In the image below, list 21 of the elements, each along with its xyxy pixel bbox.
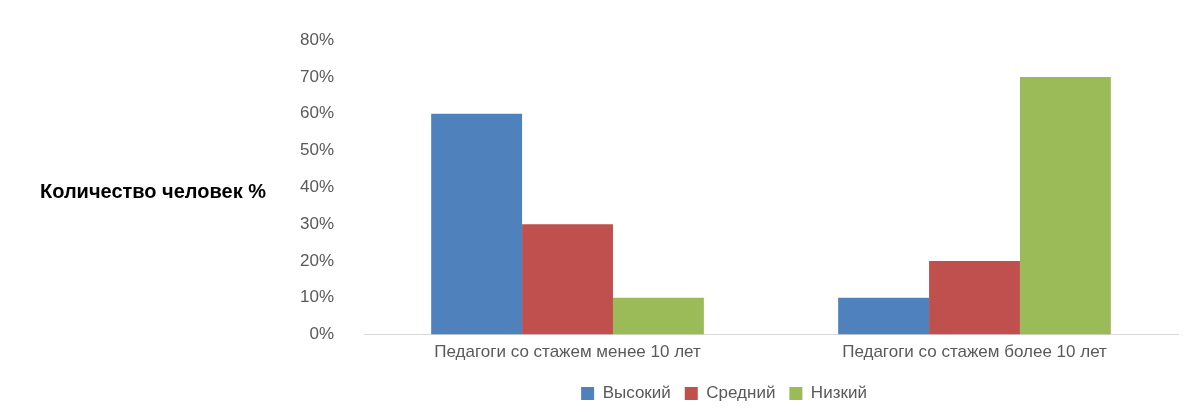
- bar: [838, 297, 930, 335]
- bar: [522, 224, 613, 335]
- y-tick-label: 30%: [299, 213, 335, 233]
- legend-label: Средний: [706, 383, 776, 403]
- y-tick-label: 10%: [299, 287, 335, 307]
- y-axis-title: Количество человек %: [39, 180, 267, 203]
- bar: [612, 297, 704, 335]
- y-tick-label: 70%: [299, 66, 335, 86]
- legend-label: Низкий: [810, 383, 867, 403]
- y-tick-label: 50%: [299, 140, 335, 160]
- y-tick-label: 80%: [299, 29, 335, 49]
- y-tick-label: 40%: [299, 177, 335, 197]
- x-tick-label: Педагоги со стажем более 10 лет: [842, 342, 1108, 362]
- y-tick-label: 20%: [299, 250, 335, 270]
- x-tick-label: Педагоги со стажем менее 10 лет: [434, 342, 701, 362]
- bar: [1019, 77, 1111, 335]
- y-tick-label: 0%: [309, 324, 335, 344]
- bar: [431, 113, 523, 335]
- bar: [929, 261, 1020, 335]
- legend-label: Высокий: [602, 383, 671, 403]
- y-tick-label: 60%: [299, 103, 335, 123]
